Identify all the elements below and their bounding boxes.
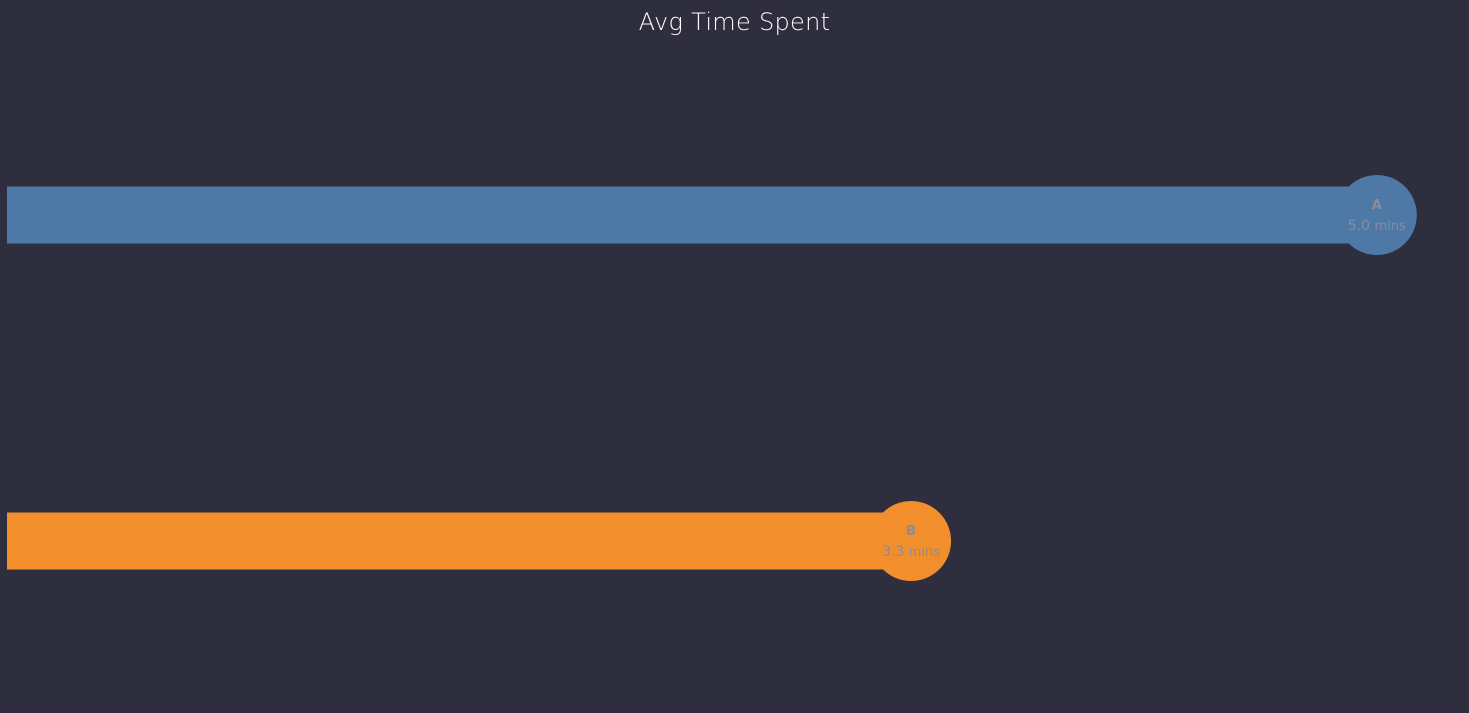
category-label-b: B	[906, 524, 916, 539]
chart-title: Avg Time Spent	[638, 8, 831, 36]
value-label-b: 3.3 mins	[882, 544, 940, 560]
bar-group-a: A 5.0 mins	[7, 175, 1417, 255]
bar-a[interactable]	[7, 186, 1377, 244]
bar-end-marker-a[interactable]	[1336, 175, 1417, 255]
category-label-a: A	[1372, 198, 1382, 213]
bar-end-marker-b[interactable]	[871, 501, 952, 581]
bar-group-b: B 3.3 mins	[7, 501, 952, 581]
value-label-a: 5.0 mins	[1348, 218, 1406, 234]
bar-b[interactable]	[7, 512, 912, 570]
